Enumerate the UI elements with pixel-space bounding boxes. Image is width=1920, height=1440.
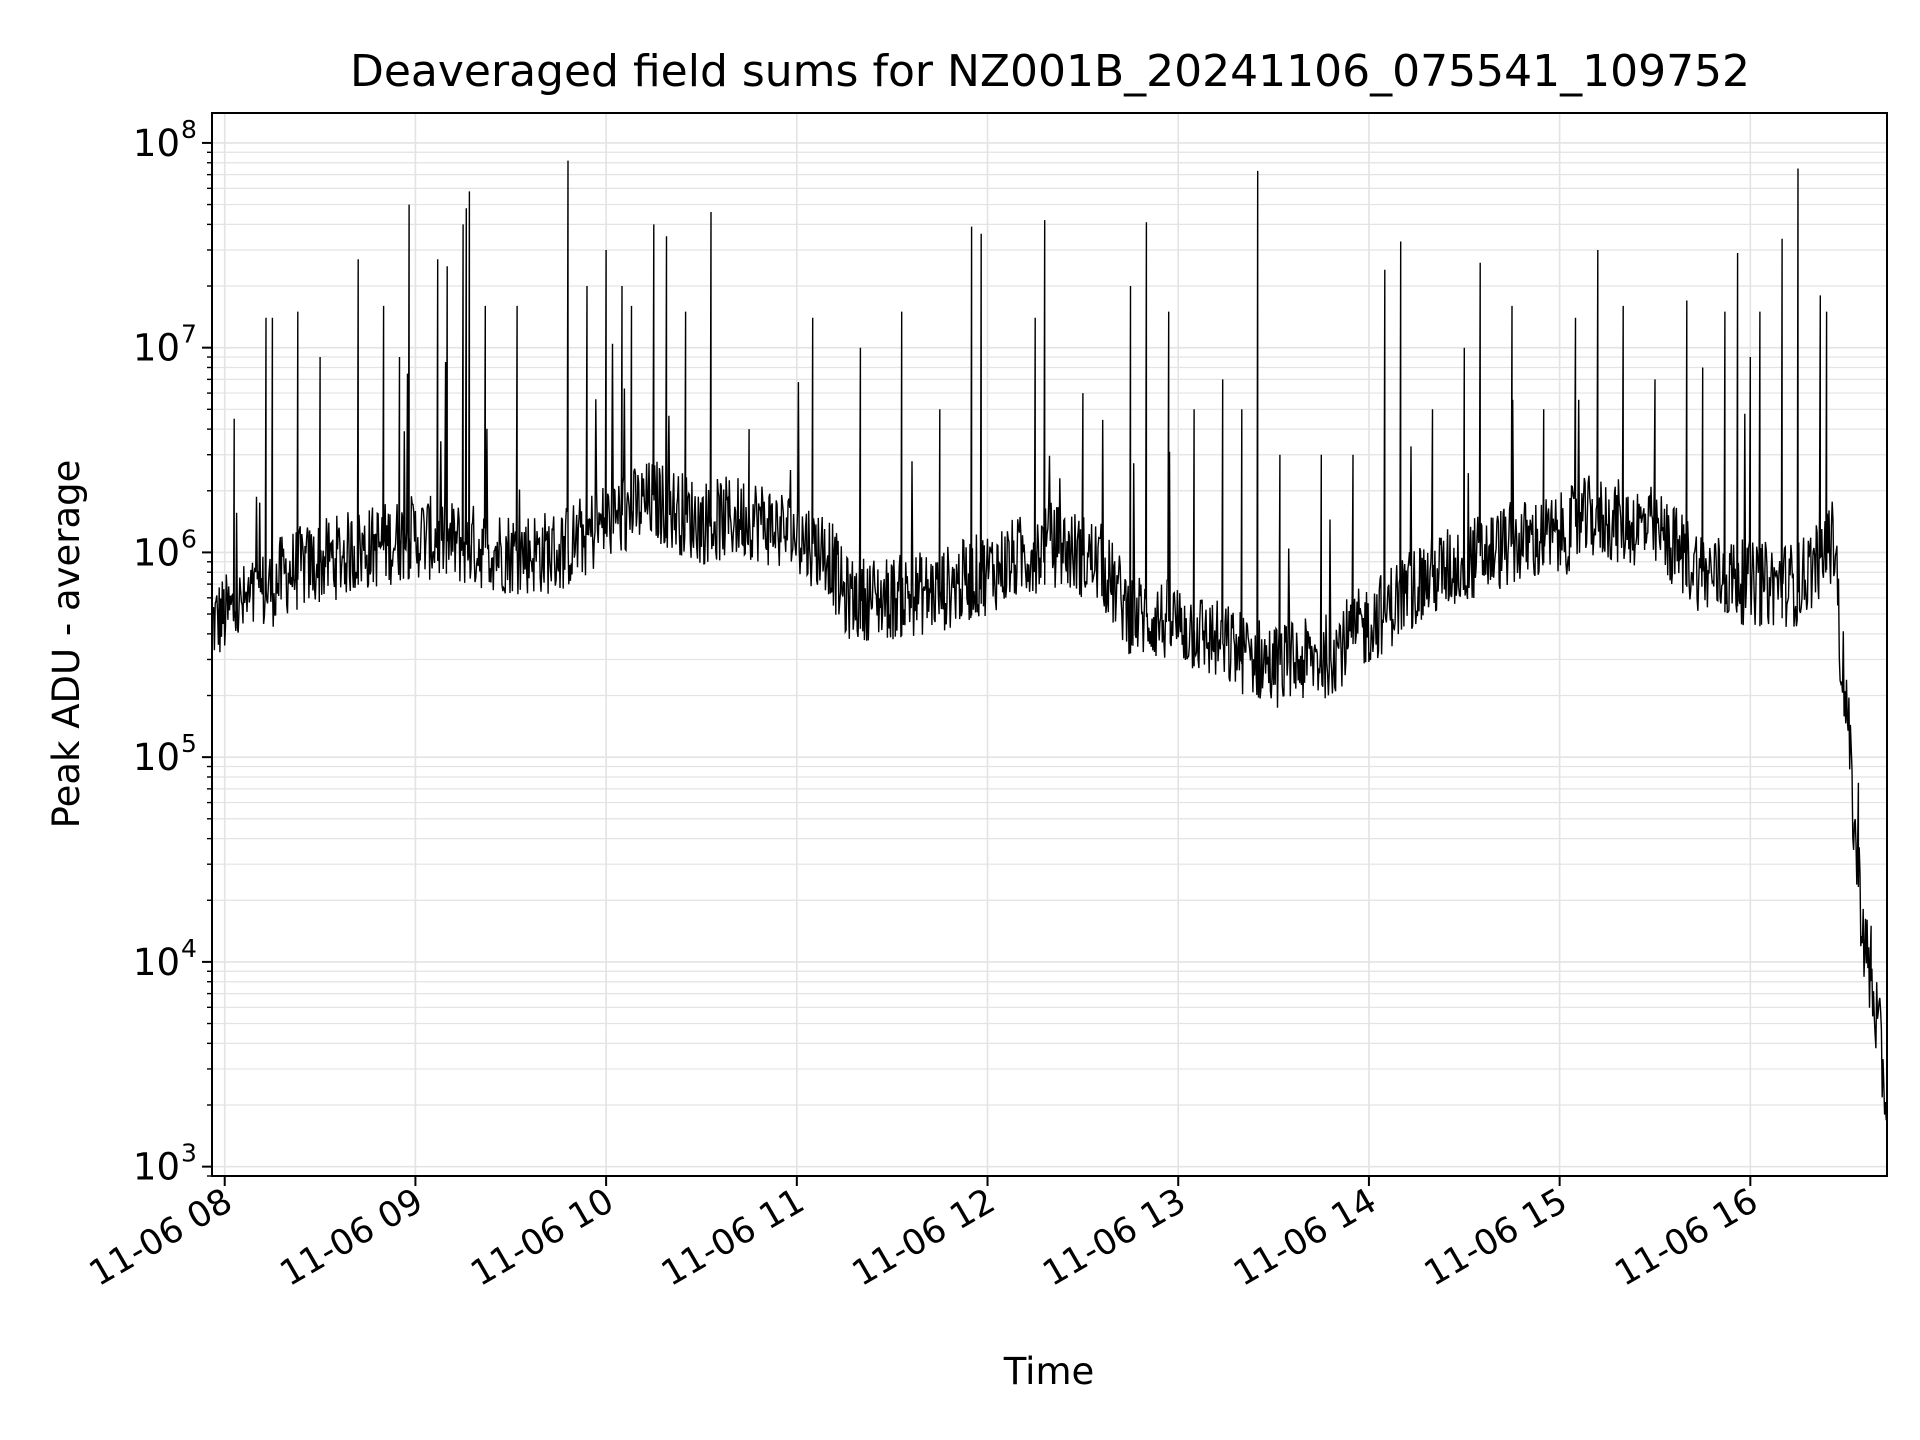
y-tick-label: 10 — [133, 736, 180, 779]
y-tick-exponent: 7 — [181, 320, 197, 349]
y-tick-exponent: 5 — [181, 729, 197, 758]
data-series-line — [211, 160, 1888, 1121]
plot-frame — [211, 112, 1888, 1177]
y-tick-exponent: 6 — [181, 524, 197, 553]
y-tick-label: 10 — [133, 531, 180, 574]
y-tick-label: 10 — [133, 122, 180, 165]
x-axis-label: Time — [1003, 1350, 1095, 1393]
y-tick-label: 10 — [133, 941, 180, 984]
y-tick-exponent: 3 — [181, 1139, 197, 1168]
plot-line-layer — [211, 160, 1888, 1121]
grid — [212, 113, 1887, 1177]
y-tick-exponent: 4 — [181, 934, 197, 963]
y-tick-label: 10 — [133, 327, 180, 370]
chart-title: Deaveraged field sums for NZ001B_2024110… — [350, 46, 1750, 97]
y-tick-label: 10 — [133, 1146, 180, 1189]
y-axis-label: Peak ADU - average — [45, 460, 88, 829]
y-tick-exponent: 8 — [181, 115, 197, 144]
